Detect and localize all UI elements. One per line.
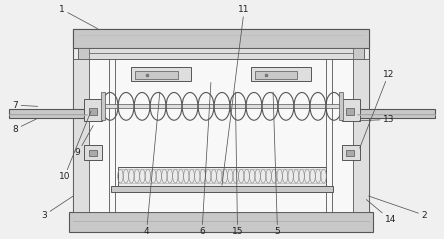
Bar — [135, 71, 178, 79]
Text: 5: 5 — [273, 92, 280, 236]
Bar — [87, 59, 357, 212]
Bar — [9, 109, 87, 118]
Bar — [78, 48, 89, 59]
Text: 12: 12 — [360, 70, 394, 148]
Text: 15: 15 — [232, 92, 243, 236]
Bar — [84, 145, 102, 160]
Bar — [73, 29, 369, 48]
Text: 3: 3 — [42, 196, 73, 220]
Bar — [89, 150, 97, 156]
Bar — [73, 29, 369, 212]
Text: 7: 7 — [13, 101, 38, 110]
Bar — [118, 167, 326, 186]
Bar — [89, 108, 97, 115]
Bar — [73, 59, 89, 212]
Text: 1: 1 — [59, 5, 98, 29]
Bar — [346, 150, 354, 156]
Bar — [342, 99, 360, 121]
Bar — [339, 92, 343, 120]
Bar — [111, 186, 333, 192]
Bar — [346, 108, 354, 115]
Bar — [102, 104, 342, 108]
Text: 11: 11 — [222, 5, 250, 185]
Bar — [69, 212, 373, 232]
Text: 6: 6 — [199, 82, 211, 236]
Bar — [255, 71, 297, 79]
Text: 10: 10 — [59, 111, 91, 181]
Bar — [342, 145, 360, 160]
Text: 4: 4 — [144, 92, 160, 236]
Bar — [251, 67, 311, 81]
Bar — [78, 48, 364, 59]
Bar — [101, 92, 105, 120]
Bar — [353, 59, 369, 212]
Bar — [131, 67, 191, 81]
Text: 14: 14 — [366, 200, 396, 224]
Text: 9: 9 — [75, 125, 93, 158]
Text: 13: 13 — [360, 115, 394, 124]
Text: 2: 2 — [369, 196, 427, 220]
Text: 8: 8 — [13, 118, 38, 134]
Bar — [353, 48, 364, 59]
Bar — [84, 99, 102, 121]
Bar — [357, 109, 435, 118]
